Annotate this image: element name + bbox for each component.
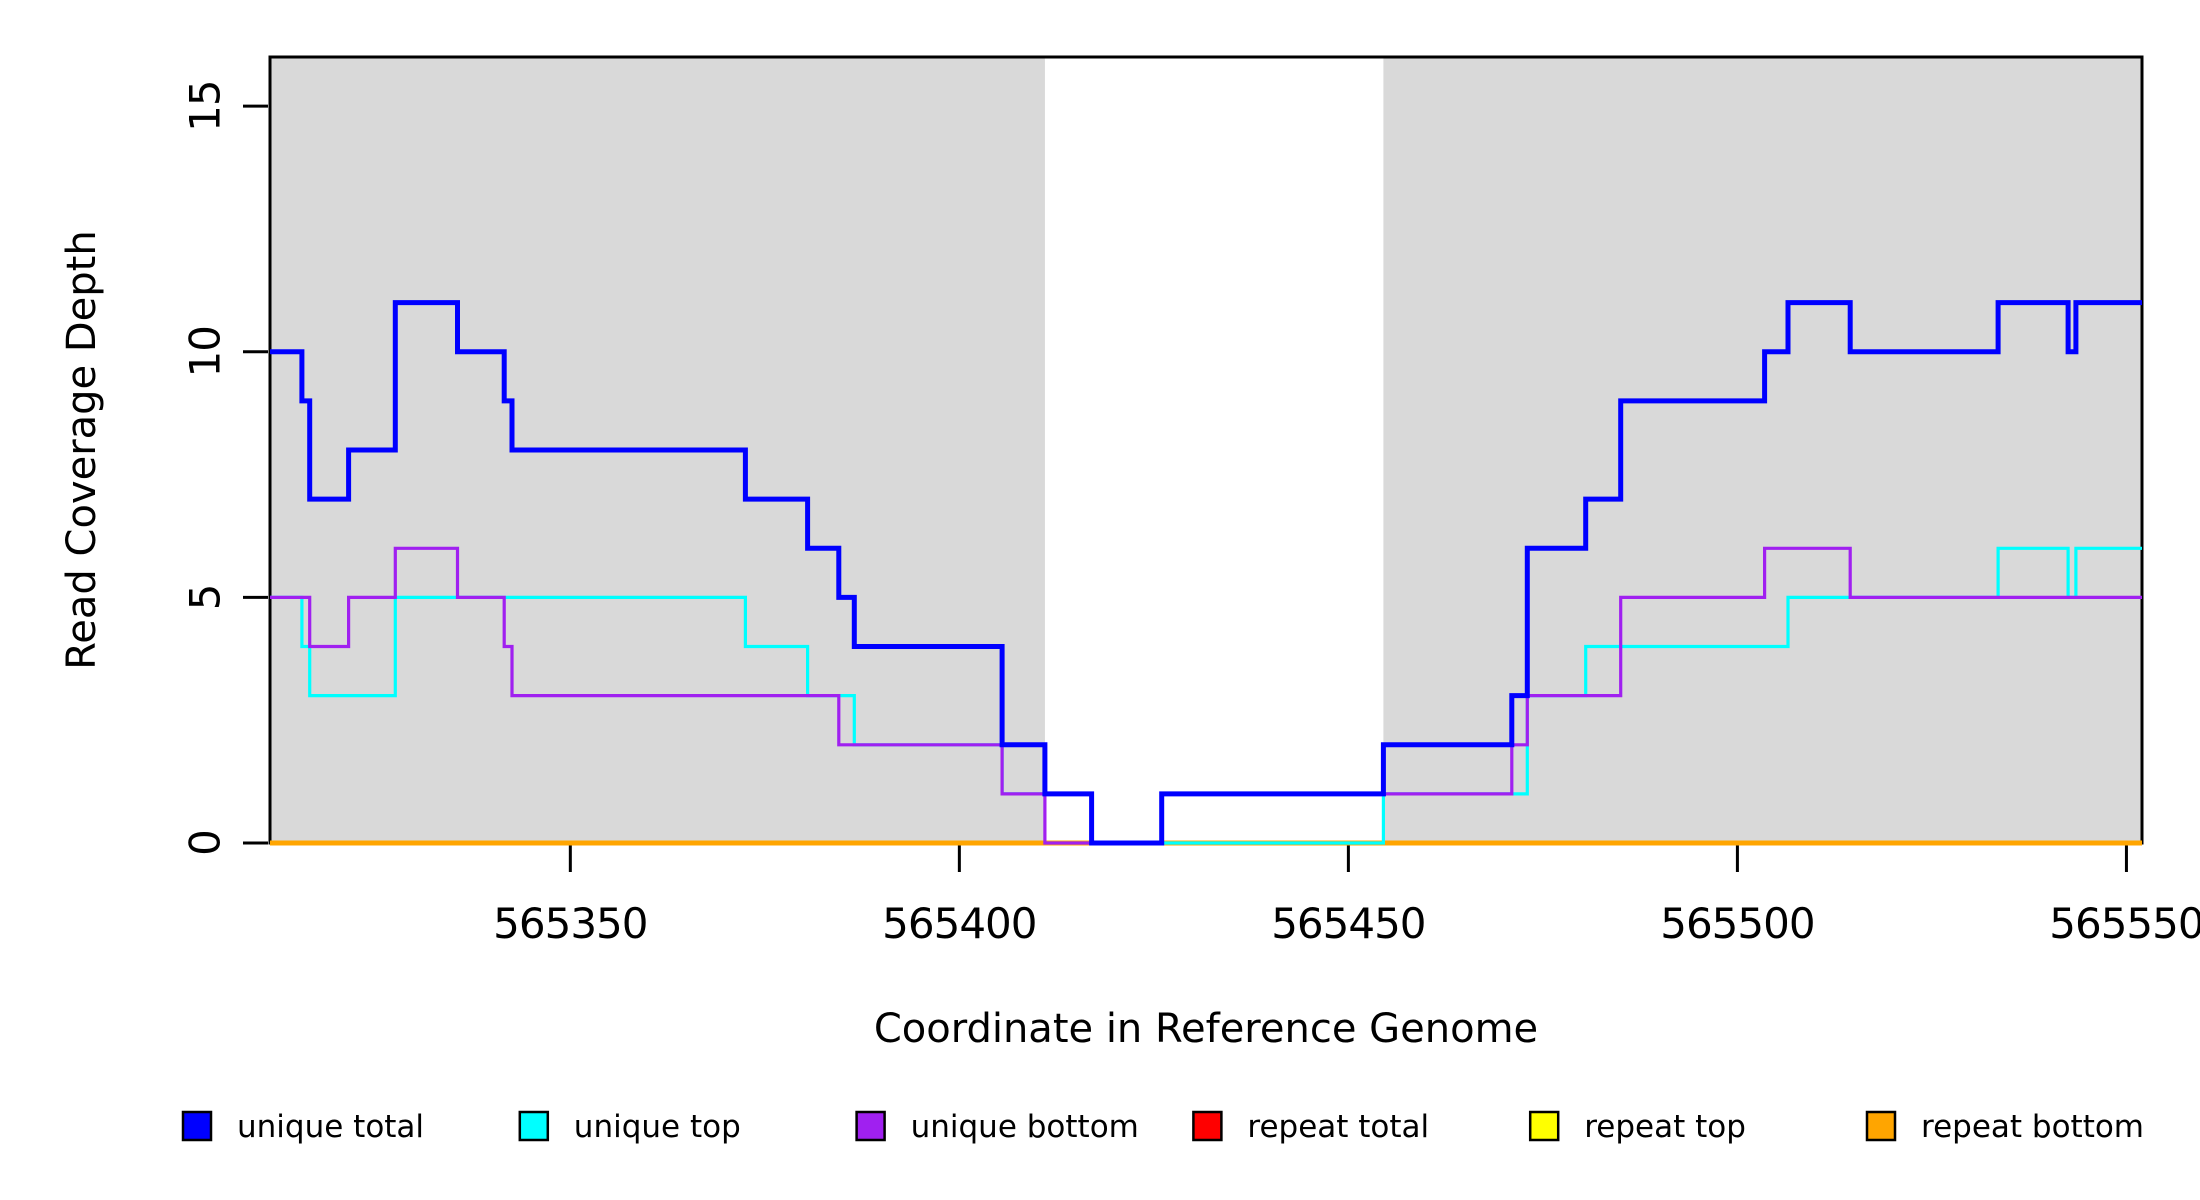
- y-tick-label: 10: [181, 326, 230, 377]
- x-tick-label: 565450: [1271, 899, 1425, 948]
- series-line-unique-bottom: [270, 546, 2142, 845]
- legend-swatch-repeat-total: [1192, 1110, 1223, 1142]
- legend-label-repeat-top: repeat top: [1584, 1109, 1746, 1145]
- y-tick-label: 5: [181, 585, 230, 611]
- legend-label-repeat-bottom: repeat bottom: [1921, 1109, 2144, 1145]
- x-tick-label: 565550: [2049, 899, 2200, 948]
- shaded-region-1: [1383, 57, 2142, 843]
- legend-label-unique-bottom: unique bottom: [911, 1109, 1139, 1145]
- legend-label-repeat-total: repeat total: [1247, 1109, 1429, 1145]
- x-tick-label: 565500: [1660, 899, 1814, 948]
- y-tick-label: 15: [181, 80, 230, 131]
- y-axis-label: Read Coverage Depth: [59, 230, 105, 669]
- legend-label-unique-total: unique total: [237, 1109, 424, 1145]
- legend-swatch-repeat-bottom: [1865, 1110, 1897, 1142]
- y-tick-label: 0: [181, 830, 230, 856]
- legend-label-unique-top: unique top: [574, 1109, 741, 1145]
- legend-swatch-unique-top: [518, 1110, 550, 1142]
- x-tick-label: 565400: [882, 899, 1036, 948]
- legend-swatch-unique-bottom: [855, 1110, 886, 1142]
- x-axis-label: Coordinate in Reference Genome: [874, 1006, 1538, 1052]
- x-tick-label: 565350: [493, 899, 647, 948]
- series-line-unique-total: [270, 300, 2142, 846]
- legend-swatch-unique-total: [181, 1110, 213, 1142]
- legend-swatch-repeat-top: [1528, 1110, 1560, 1142]
